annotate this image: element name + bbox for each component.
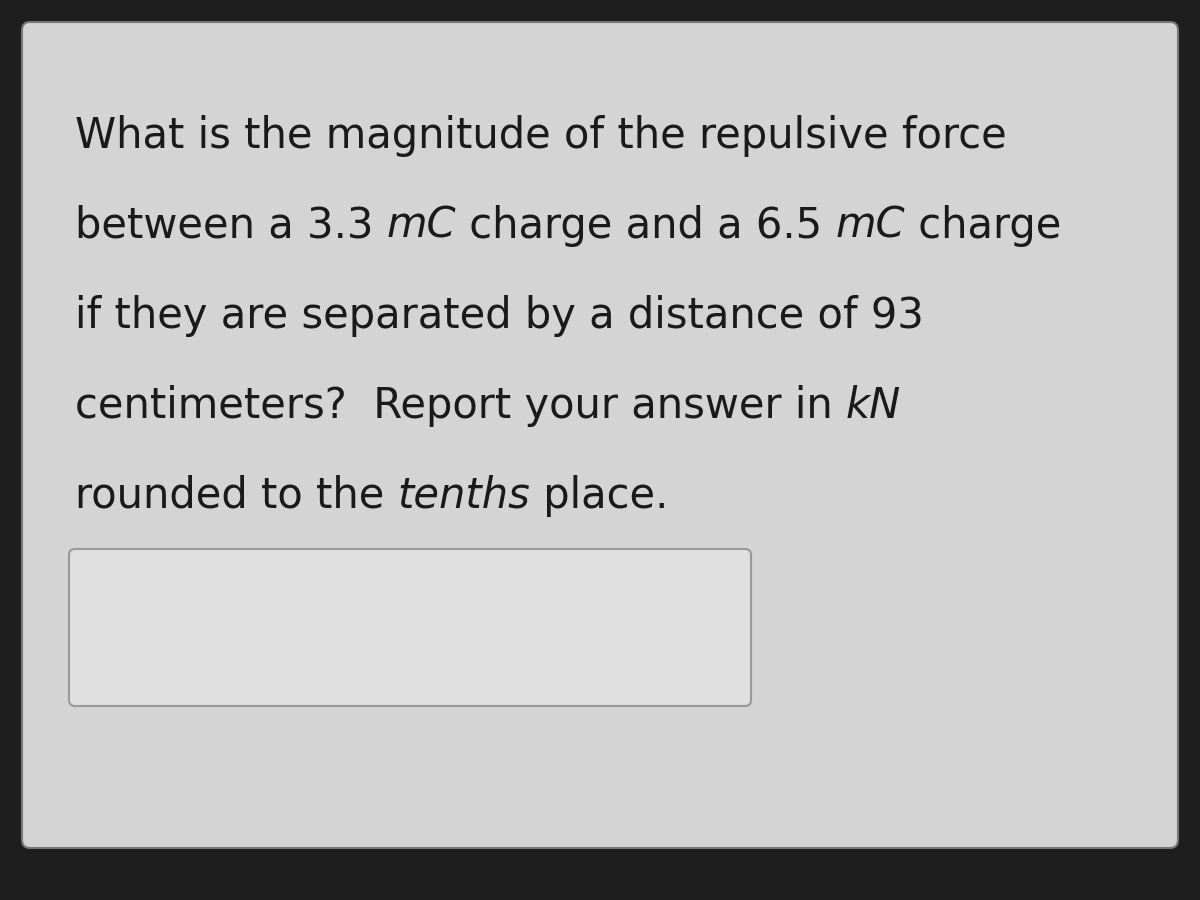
Text: charge: charge bbox=[905, 205, 1062, 247]
Text: mC: mC bbox=[386, 205, 456, 247]
Text: rounded to the: rounded to the bbox=[74, 475, 397, 517]
FancyBboxPatch shape bbox=[70, 549, 751, 706]
Text: if they are separated by a distance of 93: if they are separated by a distance of 9… bbox=[74, 295, 924, 337]
Text: kN: kN bbox=[846, 385, 901, 427]
Text: charge and a 6.5: charge and a 6.5 bbox=[456, 205, 835, 247]
Text: tenths: tenths bbox=[397, 475, 530, 517]
FancyBboxPatch shape bbox=[22, 22, 1178, 848]
Text: between a 3.3: between a 3.3 bbox=[74, 205, 386, 247]
Text: What is the magnitude of the repulsive force: What is the magnitude of the repulsive f… bbox=[74, 115, 1007, 157]
Text: centimeters?  Report your answer in: centimeters? Report your answer in bbox=[74, 385, 846, 427]
Text: mC: mC bbox=[835, 205, 905, 247]
Text: place.: place. bbox=[530, 475, 668, 517]
